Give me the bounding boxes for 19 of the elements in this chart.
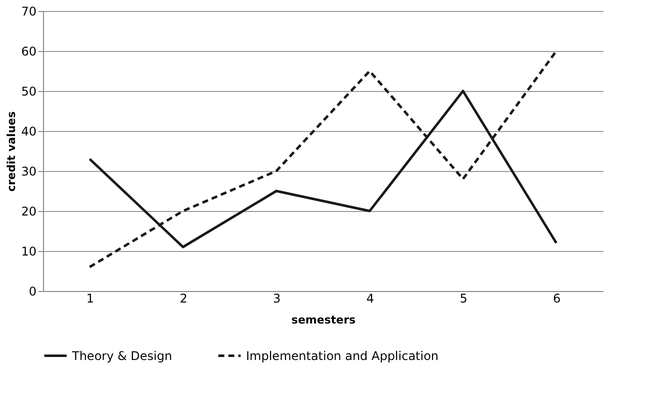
x-tick-label: 6 [553,292,561,306]
y-tick-label: 50 [21,84,36,98]
y-tick-label: 40 [21,124,36,138]
y-tick-label: 30 [21,164,36,178]
y-axis-title: credit values [5,110,18,192]
legend-label: Theory & Design [71,348,172,363]
legend-label: Implementation and Application [246,348,439,363]
x-tick-label: 5 [460,292,468,306]
line-series [88,50,558,268]
x-axis-title: semesters [291,314,356,326]
y-tick-label: 10 [21,244,36,258]
x-tick-label: 4 [366,292,374,306]
x-tick-label: 3 [273,292,281,306]
x-tick-label: 1 [86,292,94,306]
y-tick-label: 70 [21,4,36,18]
y-tick-label: 20 [21,204,36,218]
y-tick-label: 0 [28,284,36,298]
y-tick-label: 60 [21,44,36,58]
x-tick-label: 2 [180,292,188,306]
